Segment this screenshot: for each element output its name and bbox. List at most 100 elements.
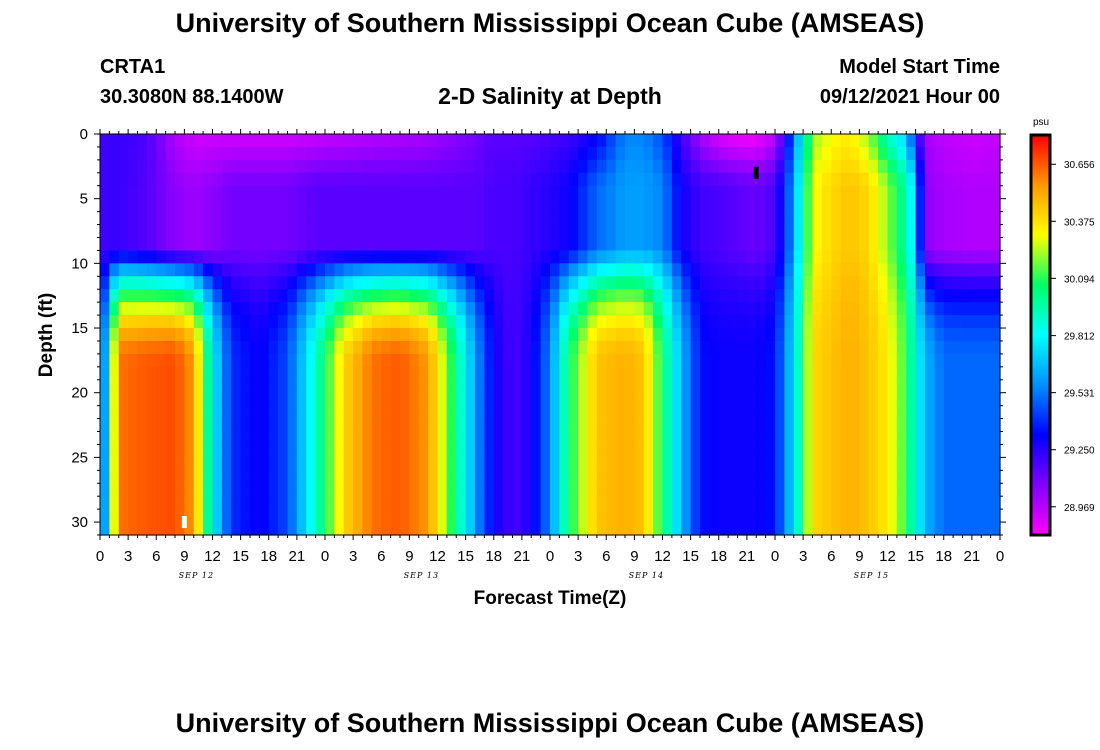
heatmap-cell <box>868 198 879 213</box>
heatmap-cell <box>334 302 345 316</box>
heatmap-cell <box>400 470 410 484</box>
heatmap-cell <box>175 328 185 342</box>
heatmap-cell <box>381 353 392 368</box>
heatmap-cell <box>118 522 129 536</box>
heatmap-cell <box>803 302 814 316</box>
heatmap-cell <box>681 496 692 510</box>
heatmap-cell <box>981 302 992 316</box>
heatmap-cell <box>784 172 795 187</box>
heatmap-cell <box>428 366 439 381</box>
heatmap-cell <box>325 198 335 213</box>
heatmap-cell <box>315 185 326 200</box>
heatmap-cell <box>568 483 579 497</box>
heatmap-cell <box>512 146 523 161</box>
heatmap-cell <box>512 172 523 187</box>
heatmap-cell <box>990 263 1001 277</box>
heatmap-cell <box>578 328 589 342</box>
heatmap-cell <box>662 276 673 290</box>
heatmap-cell <box>100 315 110 329</box>
heatmap-cell <box>437 509 448 523</box>
heatmap-cell <box>681 379 692 394</box>
heatmap-cell <box>587 185 598 200</box>
heatmap-cell <box>193 457 204 471</box>
heatmap-cell <box>943 224 954 239</box>
heatmap-cell <box>671 431 682 446</box>
heatmap-cell <box>559 159 570 174</box>
heatmap-cell <box>484 392 495 407</box>
heatmap-cell <box>371 418 382 433</box>
heatmap-cell <box>990 237 1001 252</box>
x-tick-label: 9 <box>855 548 863 565</box>
heatmap-cell <box>353 159 364 174</box>
heatmap-cell <box>990 159 1001 174</box>
heatmap-cell <box>709 392 720 407</box>
heatmap-cell <box>915 444 926 458</box>
heatmap-cell <box>990 289 1001 303</box>
heatmap-cell <box>878 237 889 252</box>
heatmap-cell <box>962 509 973 523</box>
heatmap-cell <box>784 134 795 148</box>
heatmap-cell <box>343 289 354 303</box>
colorbar-tick-label: 30.094 <box>1064 274 1095 285</box>
heatmap-cell <box>193 237 204 252</box>
heatmap-cell <box>821 289 832 303</box>
heatmap-cell <box>212 302 223 316</box>
heatmap-cell <box>315 276 326 290</box>
heatmap-cell <box>381 185 392 200</box>
heatmap-cell <box>587 483 598 497</box>
heatmap-cell <box>850 134 860 148</box>
heatmap-cell <box>250 172 260 187</box>
heatmap-cell <box>775 483 785 497</box>
heatmap-cell <box>465 302 476 316</box>
heatmap-cell <box>428 509 439 523</box>
heatmap-cell <box>559 405 570 420</box>
heatmap-cell <box>737 379 748 394</box>
heatmap-cell <box>840 185 851 200</box>
heatmap-cell <box>493 483 504 497</box>
heatmap-cell <box>446 159 457 174</box>
heatmap-cell <box>371 302 382 316</box>
heatmap-cell <box>615 444 626 458</box>
heatmap-cell <box>906 315 917 329</box>
heatmap-cell <box>775 315 785 329</box>
heatmap-cell <box>137 134 148 148</box>
heatmap-cell <box>353 522 364 536</box>
heatmap-cell <box>793 172 804 187</box>
heatmap-cell <box>315 522 326 536</box>
heatmap-cell <box>109 457 120 471</box>
heatmap-cell <box>915 263 926 277</box>
heatmap-cell <box>400 522 410 536</box>
heatmap-cell <box>315 470 326 484</box>
heatmap-cell <box>775 379 785 394</box>
heatmap-cell <box>409 134 420 148</box>
heatmap-cell <box>662 159 673 174</box>
heatmap-cell <box>962 496 973 510</box>
heatmap-cell <box>625 315 635 329</box>
heatmap-cell <box>587 457 598 471</box>
heatmap-cell <box>690 185 701 200</box>
heatmap-cell <box>175 172 185 187</box>
heatmap-cell <box>343 263 354 277</box>
heatmap-cell <box>653 315 664 329</box>
heatmap-cell <box>381 276 392 290</box>
heatmap-cell <box>128 289 139 303</box>
heatmap-cell <box>709 211 720 226</box>
heatmap-cell <box>596 250 607 264</box>
heatmap-cell <box>615 379 626 394</box>
heatmap-cell <box>615 224 626 239</box>
heatmap-cell <box>868 431 879 446</box>
heatmap-cell <box>325 315 335 329</box>
heatmap-cell <box>700 418 710 433</box>
heatmap-cell <box>896 237 907 252</box>
heatmap-cell <box>212 418 223 433</box>
heatmap-cell <box>156 315 167 329</box>
heatmap-cell <box>850 483 860 497</box>
heatmap-cell <box>100 146 110 161</box>
heatmap-cell <box>278 457 289 471</box>
heatmap-cell <box>475 250 485 264</box>
heatmap-cell <box>859 185 870 200</box>
heatmap-cell <box>540 509 551 523</box>
heatmap-cell <box>671 224 682 239</box>
heatmap-cell <box>981 211 992 226</box>
heatmap-cell <box>118 185 129 200</box>
